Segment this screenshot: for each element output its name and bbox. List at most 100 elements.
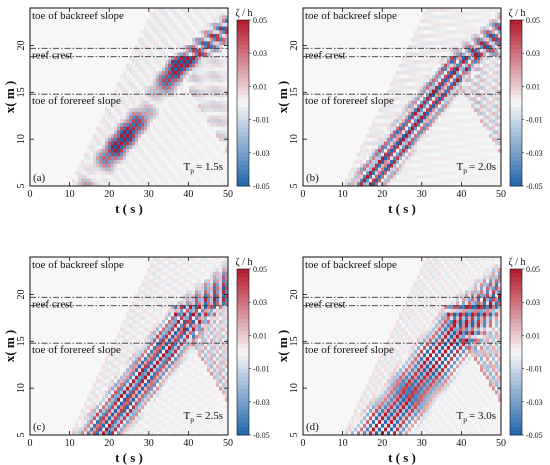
heatmap-cell — [399, 141, 403, 146]
heatmap-cell — [186, 11, 190, 16]
heatmap-cell — [102, 141, 106, 146]
heatmap-cell — [153, 171, 157, 176]
heatmap-cell — [51, 130, 55, 135]
heatmap-cell — [339, 63, 343, 68]
heatmap-cell — [342, 71, 346, 76]
heatmap-cell — [408, 148, 412, 154]
heatmap-cell — [399, 115, 403, 120]
heatmap-cell — [153, 45, 157, 50]
heatmap-cell — [126, 11, 130, 16]
heatmap-cell — [57, 82, 61, 87]
heatmap-cell — [303, 115, 307, 120]
heatmap-cell — [174, 111, 178, 116]
heatmap-cell — [96, 108, 100, 113]
heatmap-cell — [132, 122, 136, 128]
heatmap-cell — [114, 33, 118, 39]
heatmap-cell — [39, 182, 43, 187]
heatmap-cell — [399, 22, 403, 27]
heatmap-cell — [102, 134, 106, 139]
heatmap-cell — [309, 145, 313, 150]
heatmap-cell — [66, 182, 70, 187]
heatmap-cell — [363, 71, 367, 76]
heatmap-cell — [78, 100, 82, 105]
heatmap-cell — [177, 37, 181, 42]
heatmap-cell — [156, 167, 160, 172]
heatmap-cell — [381, 137, 385, 142]
heatmap-cell — [375, 78, 379, 83]
heatmap-cell — [360, 111, 364, 116]
heatmap-cell — [396, 137, 400, 142]
heatmap-cell — [123, 52, 127, 57]
heatmap-cell — [369, 67, 373, 72]
heatmap-cell — [132, 26, 136, 31]
heatmap-cell — [117, 56, 121, 61]
heatmap-cell — [144, 130, 148, 135]
heatmap-cell — [57, 52, 61, 57]
heatmap-cell — [408, 137, 412, 142]
heatmap-cell — [75, 8, 79, 13]
heatmap-cell — [48, 15, 52, 20]
heatmap-cell — [66, 156, 70, 161]
heatmap-cell — [117, 163, 121, 168]
heatmap-cell — [96, 63, 100, 68]
heatmap-cell — [207, 71, 211, 76]
heatmap-cell — [192, 178, 196, 183]
heatmap-cell — [147, 178, 151, 183]
heatmap-cell — [84, 137, 88, 142]
heatmap-cell — [174, 19, 178, 24]
heatmap-cell — [153, 22, 157, 27]
heatmap-cell — [60, 119, 64, 124]
heatmap-cell — [42, 41, 46, 46]
heatmap-cell — [369, 74, 373, 79]
heatmap-cell — [366, 78, 370, 83]
heatmap-cell — [306, 119, 310, 124]
heatmap-cell — [363, 108, 367, 113]
heatmap-cell — [96, 30, 100, 35]
heatmap-cell — [156, 71, 160, 76]
heatmap-cell — [402, 15, 406, 20]
heatmap-cell — [60, 63, 64, 68]
heatmap-cell — [192, 26, 196, 31]
heatmap-cell — [147, 145, 151, 150]
heatmap-cell — [150, 152, 154, 157]
heatmap-cell — [72, 74, 76, 79]
heatmap-cell — [375, 48, 379, 53]
heatmap-cell — [150, 26, 154, 31]
heatmap-cell — [219, 111, 223, 116]
heatmap-cell — [156, 126, 160, 131]
heatmap-cell — [336, 152, 340, 157]
heatmap-cell — [81, 48, 85, 53]
heatmap-cell — [48, 82, 52, 87]
heatmap-cell — [126, 156, 130, 161]
heatmap-cell — [63, 67, 67, 72]
heatmap-cell — [375, 145, 379, 150]
heatmap-cell — [129, 41, 133, 46]
heatmap-cell — [324, 85, 328, 90]
heatmap-cell — [339, 111, 343, 116]
heatmap-cell — [189, 156, 193, 161]
heatmap-cell — [192, 126, 196, 131]
heatmap-cell — [159, 137, 163, 142]
heatmap-cell — [339, 163, 343, 168]
heatmap-cell — [144, 108, 148, 113]
heatmap-cell — [402, 41, 406, 46]
heatmap-cell — [51, 137, 55, 142]
heatmap-cell — [147, 30, 151, 35]
heatmap-cell — [330, 41, 334, 46]
heatmap-cell — [210, 85, 214, 90]
heatmap-cell — [84, 11, 88, 16]
heatmap-cell — [171, 167, 175, 172]
heatmap-cell — [36, 174, 40, 179]
heatmap-cell — [330, 71, 334, 76]
heatmap-cell — [222, 26, 226, 31]
heatmap-cell — [330, 108, 334, 113]
heatmap-cell — [342, 122, 346, 128]
heatmap-cell — [306, 145, 310, 150]
heatmap-cell — [48, 100, 52, 105]
heatmap-cell — [216, 141, 220, 146]
heatmap-cell — [348, 67, 352, 72]
heatmap-cell — [150, 137, 154, 142]
heatmap-cell — [171, 130, 175, 135]
heatmap-cell — [57, 33, 61, 39]
heatmap-cell — [357, 178, 361, 183]
